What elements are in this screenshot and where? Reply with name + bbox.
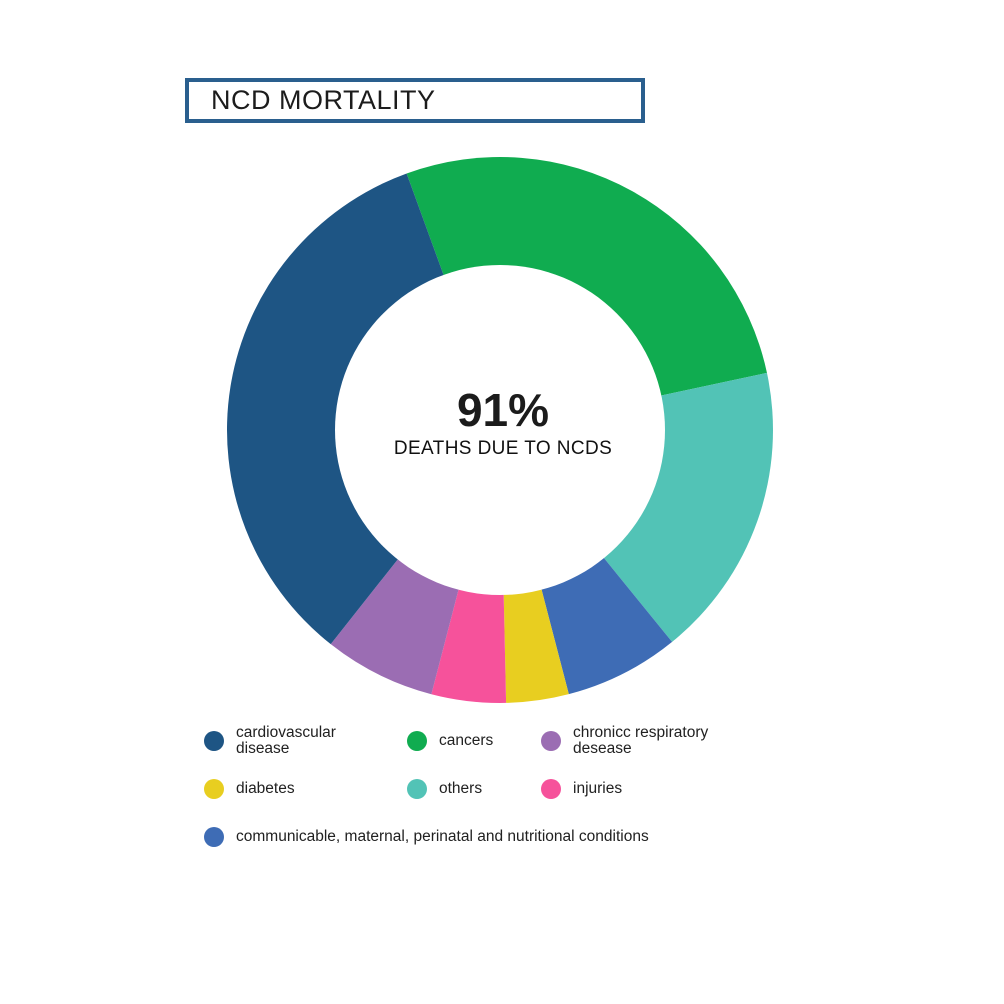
chart-title-box: NCD MORTALITY [185,78,645,123]
legend-item-injuries: injuries [541,770,622,808]
donut-hole [335,265,665,595]
legend-dot-chronic-respiratory [541,731,561,751]
chart-title: NCD MORTALITY [211,85,436,115]
legend-item-chronic-respiratory: chronicc respiratory desease [541,722,753,760]
legend-label-cancers: cancers [439,732,494,749]
legend-item-cancers: cancers [407,722,493,760]
legend-item-cardiovascular: cardiovascular disease [204,722,366,760]
legend-item-diabetes: diabetes [204,770,295,808]
legend-dot-injuries [541,779,561,799]
legend-label-diabetes: diabetes [236,780,295,797]
legend-item-others: others [407,770,482,808]
legend-dot-cardiovascular [204,731,224,751]
legend-label-chronic-respiratory: chronicc respiratory desease [573,724,709,757]
legend-label-cardiovascular: cardiovascular disease [236,724,336,757]
legend-dot-others [407,779,427,799]
legend-item-communicable: communicable, maternal, perinatal and nu… [204,818,836,856]
donut-chart [220,150,780,710]
donut-svg [227,156,773,703]
legend-dot-diabetes [204,779,224,799]
legend-label-others: others [439,780,483,797]
legend-dot-communicable [204,827,224,847]
legend-dot-cancers [407,731,427,751]
legend-label-injuries: injuries [573,780,623,797]
legend-label-communicable: communicable, maternal, perinatal and nu… [236,828,649,845]
